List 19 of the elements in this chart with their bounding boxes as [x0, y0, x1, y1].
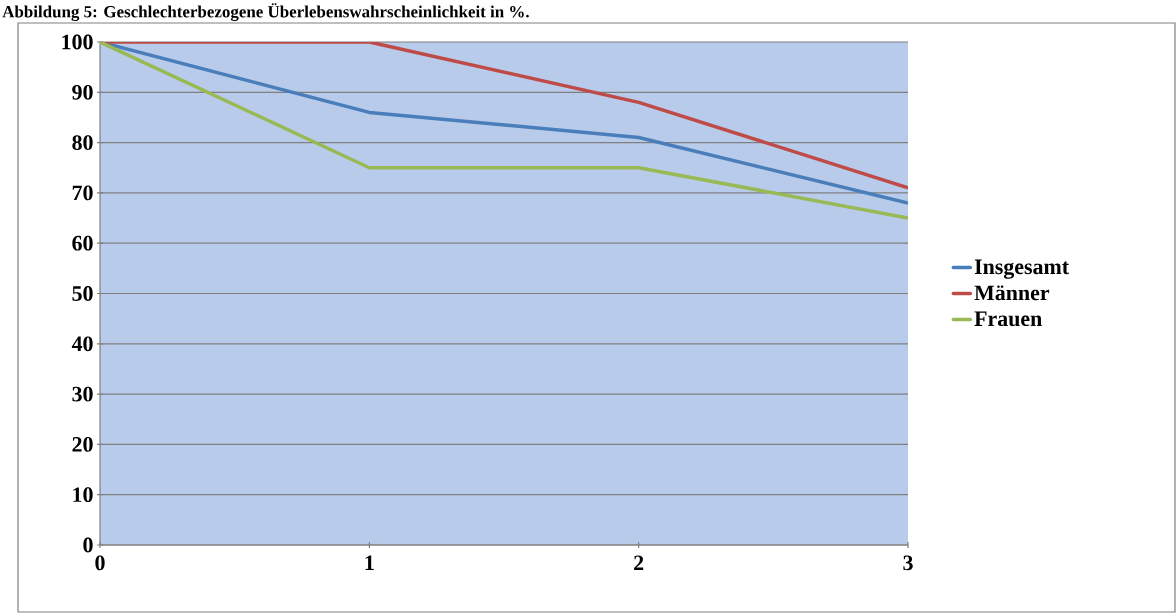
x-tick-label: 2: [634, 555, 644, 571]
y-tick-label: 90: [72, 84, 93, 100]
y-tick-label: 30: [72, 386, 93, 402]
y-tick-label: 60: [72, 235, 93, 251]
x-tick-label: 0: [95, 555, 105, 571]
x-tick-label: 1: [365, 555, 374, 570]
legend-label: Frauen: [974, 311, 1042, 327]
y-tick-label: 50: [72, 286, 93, 301]
legend-label: Männer: [974, 285, 1050, 301]
y-tick-label: 0: [83, 537, 93, 553]
y-tick-label: 40: [71, 336, 93, 352]
y-tick-label: 70: [72, 185, 93, 201]
legend-label: Insgesamt: [974, 259, 1069, 279]
y-tick-label: 80: [72, 135, 93, 150]
chart-title: Abbildung 5: Geschlechterbezogene Überlebenswahrscheinlichkeit in %.: [2, 3, 529, 22]
y-tick-label: 20: [72, 436, 93, 452]
y-tick-label: 10: [73, 487, 93, 503]
y-tick-label: 100: [62, 34, 93, 50]
x-tick-label: 3: [903, 555, 913, 571]
